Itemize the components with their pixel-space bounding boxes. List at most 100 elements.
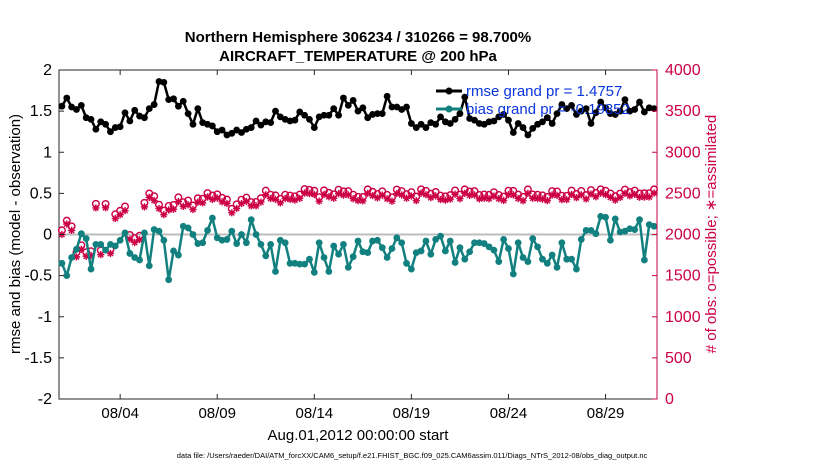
series-point bbox=[267, 119, 275, 127]
obs-assimilated-marker bbox=[150, 196, 158, 205]
series-point bbox=[296, 260, 304, 268]
series-point bbox=[155, 227, 163, 235]
bias-series bbox=[58, 213, 658, 284]
series-point bbox=[272, 268, 279, 275]
series-point bbox=[403, 103, 410, 111]
series-point bbox=[563, 105, 571, 113]
obs-assimilated-marker bbox=[77, 245, 85, 253]
series-point bbox=[320, 254, 328, 261]
series-point bbox=[77, 230, 85, 238]
obs-assimilated-marker bbox=[509, 191, 517, 199]
series-point bbox=[446, 120, 454, 127]
series-point bbox=[524, 131, 532, 139]
obs-assimilated-marker bbox=[233, 204, 241, 213]
series-point bbox=[514, 120, 522, 127]
series-point bbox=[344, 101, 352, 109]
obs-assimilated-marker bbox=[315, 197, 323, 205]
series-point bbox=[543, 259, 551, 267]
obs-assimilated-marker bbox=[291, 196, 299, 204]
series-point bbox=[412, 124, 420, 131]
left-tick-label: 2 bbox=[43, 62, 52, 79]
obs-assimilated-marker bbox=[388, 197, 396, 205]
series-point bbox=[490, 117, 498, 125]
data-file-footnote: data file: /Users/raeder/DAI/ATM_forcXX/… bbox=[177, 451, 648, 460]
series-point bbox=[208, 214, 216, 222]
obs-assimilated-marker bbox=[242, 197, 250, 206]
series-point bbox=[636, 98, 643, 106]
series-point bbox=[296, 108, 304, 116]
left-tick-label: -1 bbox=[38, 309, 52, 326]
obs-assimilated-marker bbox=[558, 196, 566, 204]
series-point bbox=[340, 240, 347, 248]
series-point bbox=[471, 116, 478, 124]
obs-assimilated-marker bbox=[131, 238, 139, 247]
series-point bbox=[189, 231, 197, 238]
obs-assimilated-marker bbox=[529, 194, 537, 202]
series-point bbox=[417, 120, 425, 128]
obs-assimilated-marker bbox=[456, 195, 464, 203]
series-point bbox=[92, 240, 100, 248]
left-tick-label: 1 bbox=[43, 144, 52, 161]
series-point bbox=[87, 265, 95, 273]
series-point bbox=[650, 105, 658, 113]
obs-assimilated-marker bbox=[524, 189, 532, 197]
series-point bbox=[466, 248, 474, 256]
series-point bbox=[310, 268, 318, 276]
series-point bbox=[568, 255, 575, 263]
obs-assimilated-marker bbox=[305, 190, 314, 198]
series-point bbox=[68, 254, 76, 261]
obs-assimilated-marker bbox=[645, 193, 653, 201]
obs-assimilated-marker bbox=[364, 189, 372, 197]
series-point bbox=[121, 229, 129, 237]
series-point bbox=[529, 124, 537, 132]
series-point bbox=[529, 235, 537, 243]
series-point bbox=[77, 101, 85, 109]
series-point bbox=[325, 111, 333, 119]
series-point bbox=[87, 115, 95, 123]
obs-assimilated-marker bbox=[577, 191, 585, 199]
series-point bbox=[374, 236, 381, 244]
series-point bbox=[160, 78, 168, 86]
left-tick-label: -2 bbox=[38, 391, 52, 408]
series-point bbox=[247, 124, 255, 131]
series-point bbox=[121, 109, 129, 117]
series-point bbox=[58, 259, 66, 267]
series-point bbox=[160, 236, 168, 244]
y-axis-label-left: rmse and bias (model - observation) bbox=[7, 114, 24, 354]
obs-assimilated-marker bbox=[378, 191, 386, 199]
series-point bbox=[170, 95, 177, 103]
y-axis-label-right: # of obs: o=possible; ∗=assimilated bbox=[703, 115, 720, 354]
series-point bbox=[199, 239, 207, 247]
series-point bbox=[631, 226, 639, 233]
obs-assimilated-marker bbox=[553, 191, 561, 199]
left-tick-label: 0.5 bbox=[30, 185, 52, 202]
obs-assimilated-marker bbox=[436, 195, 445, 204]
series-point bbox=[582, 105, 590, 113]
series-point bbox=[184, 224, 192, 232]
series-point bbox=[471, 239, 478, 247]
legend-bias-marker bbox=[445, 105, 453, 113]
series-point bbox=[58, 102, 66, 110]
chart-title: Northern Hemisphere 306234 / 310266 = 98… bbox=[185, 29, 531, 46]
series-point bbox=[548, 120, 556, 127]
obs-assimilated-marker bbox=[145, 193, 153, 202]
obs-assimilated-marker bbox=[252, 202, 260, 210]
obs-assimilated-marker bbox=[106, 249, 115, 258]
series-point bbox=[568, 101, 575, 109]
series-point bbox=[607, 236, 614, 244]
obs-assimilated-marker bbox=[349, 195, 357, 203]
series-point bbox=[359, 104, 367, 112]
legend-rmse-label: rmse grand pr = 1.4757 bbox=[466, 83, 622, 100]
series-point bbox=[553, 264, 561, 271]
series-point bbox=[505, 245, 512, 252]
obs-assimilated-marker bbox=[601, 191, 610, 199]
obs-assimilated-marker bbox=[470, 191, 479, 199]
series-point bbox=[145, 262, 153, 270]
obs-assimilated-marker bbox=[519, 197, 527, 205]
obs-assimilated-marker bbox=[432, 192, 440, 200]
series-point bbox=[335, 250, 342, 258]
right-tick-label: 2500 bbox=[665, 185, 701, 202]
right-axis-ticks: 0 500 1000 1500 2000 2500 3000 3500 4000 bbox=[652, 62, 701, 408]
obs-assimilated-marker bbox=[213, 194, 221, 202]
series-point bbox=[306, 115, 313, 123]
